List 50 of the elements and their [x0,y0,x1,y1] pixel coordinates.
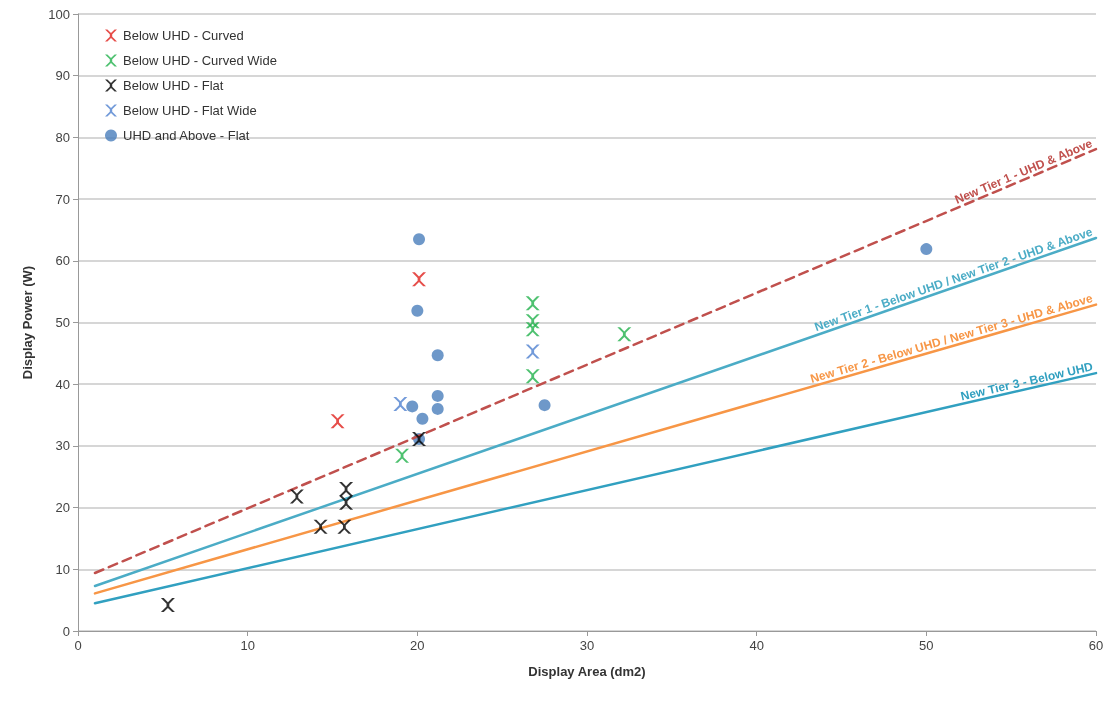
point [393,396,408,411]
text: New Tier 1 - UHD & Above [952,136,1095,207]
x-axis-title: Display Area (dm2) [528,664,646,679]
point [416,412,429,425]
point [525,344,540,359]
y-tick-label: 100 [48,6,70,22]
y-axis-title: Display Power (W) [20,265,35,380]
point [412,272,427,287]
point [431,349,444,362]
point [920,243,933,256]
y-tick-label: 90 [55,68,70,84]
legend-label: UHD and Above - Flat [123,128,250,143]
text: New Tier 3 - Below UHD [959,359,1095,404]
point [617,327,632,342]
point [313,519,328,534]
y-tick-label: 40 [55,376,70,392]
legend-label: Below UHD - Flat [123,78,224,93]
point [431,389,444,402]
x-tick-label: 30 [579,638,595,653]
legend-label: Below UHD - Flat Wide [123,103,257,118]
point [413,233,426,246]
x-tick-label: 20 [410,638,425,653]
point [289,489,304,504]
y-tick-label: 80 [55,129,70,145]
point [538,399,551,412]
x-tick-label: 0 [74,638,82,653]
y-tick-label: 70 [55,191,70,207]
point [411,304,424,317]
y-tick-label: 10 [55,561,70,577]
point [525,296,540,311]
x-tick-label: 50 [919,638,934,653]
y-tick-label: 30 [55,438,70,454]
legend-label: Below UHD - Curved Wide [123,53,277,68]
x-tick-label: 10 [240,638,255,653]
x-tick-label: 60 [1088,638,1104,653]
point [395,448,410,463]
x-tick-label: 40 [749,638,764,653]
y-tick-label: 60 [55,253,70,269]
point [525,369,540,384]
point [330,414,345,429]
point [406,400,419,413]
y-tick-label: 50 [55,315,70,330]
point [339,482,354,497]
y-tick-label: 0 [62,623,70,639]
point [339,495,354,510]
point [431,402,444,415]
y-tick-label: 20 [55,500,70,516]
point [525,322,540,337]
legend-label: Below UHD - Curved [123,28,244,43]
point [337,519,352,534]
